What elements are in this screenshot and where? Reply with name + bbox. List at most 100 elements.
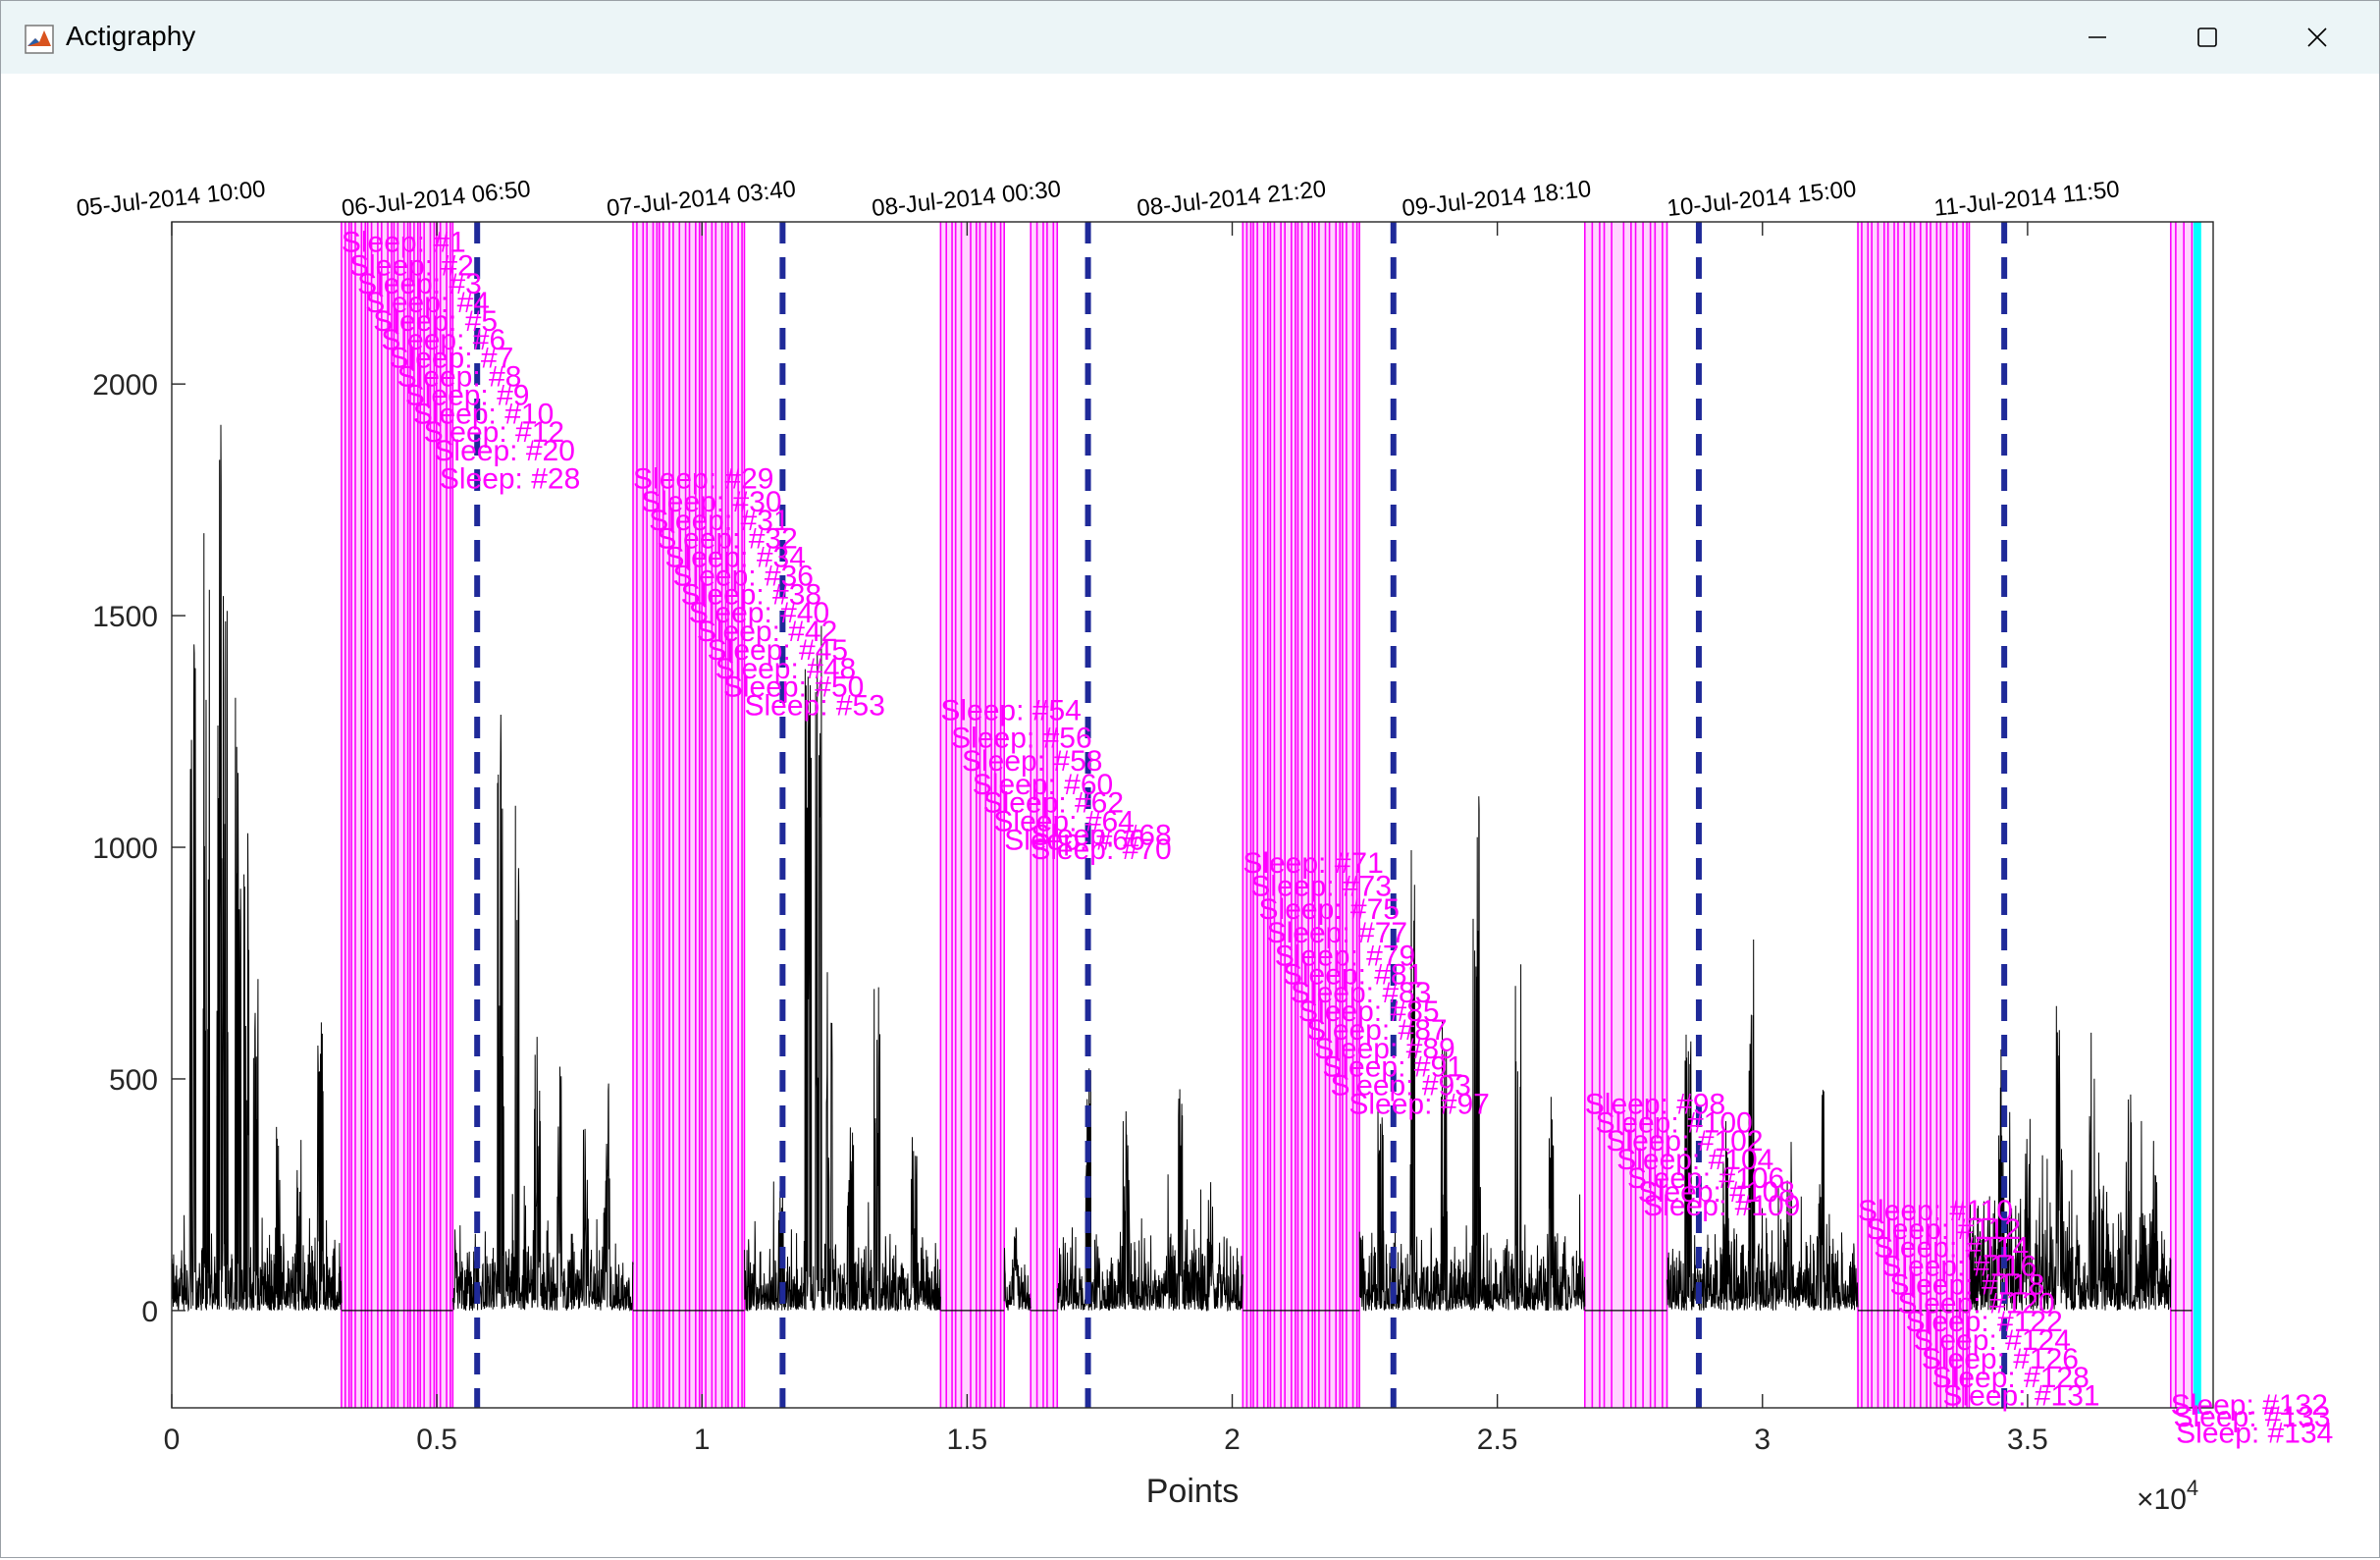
sleep-label-44: Sleep: #89 xyxy=(1314,1033,1454,1065)
sleep-label-51: Sleep: #104 xyxy=(1616,1144,1773,1176)
x-exponent-power: 4 xyxy=(2187,1476,2198,1500)
sleep-label-18: Sleep: #36 xyxy=(673,560,814,592)
y-tick-label-1: 500 xyxy=(109,1064,158,1097)
sleep-label-20: Sleep: #40 xyxy=(689,597,829,629)
sleep-label-34: Sleep: #70 xyxy=(1031,834,1171,866)
sleep-label-35: Sleep: #71 xyxy=(1243,847,1383,880)
sleep-label-53: Sleep: #108 xyxy=(1638,1176,1795,1209)
x-tick-label-7: 3.5 xyxy=(2007,1424,2048,1456)
sleep-label-49: Sleep: #100 xyxy=(1596,1106,1753,1139)
x-axis-exponent: ×104 xyxy=(2137,1476,2198,1516)
sleep-label-66: Sleep: #132 xyxy=(2171,1389,2328,1422)
y-tick-label-3: 1500 xyxy=(92,601,158,633)
sleep-label-15: Sleep: #31 xyxy=(649,505,789,537)
activity-segment-3 xyxy=(1003,1227,1031,1311)
sleep-label-41: Sleep: #83 xyxy=(1291,977,1431,1009)
sleep-label-13: Sleep: #29 xyxy=(633,462,773,495)
sleep-label-60: Sleep: #120 xyxy=(1898,1287,2055,1319)
sleep-label-7: Sleep: #8 xyxy=(397,361,522,394)
x-tick-label-3: 1.5 xyxy=(947,1424,988,1456)
sleep-block-2 xyxy=(940,222,1005,1408)
sleep-label-11: Sleep: #20 xyxy=(434,435,574,467)
sleep-label-42: Sleep: #85 xyxy=(1298,995,1439,1028)
sleep-label-19: Sleep: #38 xyxy=(681,578,821,611)
sleep-label-14: Sleep: #30 xyxy=(641,486,781,518)
sleep-label-10: Sleep: #12 xyxy=(424,416,564,449)
sleep-label-62: Sleep: #124 xyxy=(1914,1324,2071,1357)
sleep-label-9: Sleep: #10 xyxy=(413,398,554,430)
sleep-label-38: Sleep: #77 xyxy=(1267,917,1407,949)
sleep-label-54: Sleep: #109 xyxy=(1643,1190,1800,1222)
top-tick-label-4: 08-Jul-2014 21:20 xyxy=(1136,176,1327,222)
sleep-label-23: Sleep: #48 xyxy=(715,653,856,685)
sleep-label-2: Sleep: #3 xyxy=(357,268,482,300)
sleep-label-33: Sleep: #68 xyxy=(1031,820,1171,852)
top-tick-label-7: 11-Jul-2014 11:50 xyxy=(1932,176,2121,222)
x-exponent-base: ×10 xyxy=(2137,1483,2187,1516)
sleep-label-36: Sleep: #73 xyxy=(1250,871,1391,903)
sleep-label-61: Sleep: #122 xyxy=(1906,1306,2063,1338)
end-marker xyxy=(2193,222,2201,1414)
activity-segment-7 xyxy=(1969,1005,2172,1312)
sleep-label-29: Sleep: #60 xyxy=(973,769,1113,801)
sleep-label-65: Sleep: #131 xyxy=(1942,1380,2099,1413)
sleep-label-37: Sleep: #75 xyxy=(1259,893,1400,926)
sleep-label-64: Sleep: #128 xyxy=(1932,1362,2089,1394)
sleep-label-45: Sleep: #91 xyxy=(1322,1051,1462,1084)
y-tick-label-0: 0 xyxy=(141,1296,158,1328)
sleep-label-17: Sleep: #34 xyxy=(664,542,805,574)
close-button[interactable] xyxy=(2262,1,2372,74)
title-bar[interactable]: Actigraphy xyxy=(1,1,2379,74)
sleep-label-67: Sleep: #133 xyxy=(2173,1401,2330,1433)
sleep-label-57: Sleep: #114 xyxy=(1874,1232,2029,1264)
activity-segment-1 xyxy=(451,714,634,1312)
x-tick-label-4: 2 xyxy=(1224,1424,1241,1456)
sleep-label-25: Sleep: #53 xyxy=(744,690,884,723)
sleep-block-7 xyxy=(2170,222,2193,1408)
top-tick-label-3: 08-Jul-2014 00:30 xyxy=(871,176,1062,222)
sleep-label-16: Sleep: #32 xyxy=(657,523,797,556)
maximize-icon xyxy=(2197,27,2217,47)
window-title: Actigraphy xyxy=(66,21,196,51)
top-tick-label-0: 05-Jul-2014 10:00 xyxy=(76,176,267,222)
sleep-label-58: Sleep: #116 xyxy=(1881,1251,2036,1283)
activity-segment-5 xyxy=(1358,796,1586,1313)
activity-signal xyxy=(171,424,2193,1313)
x-tick-label-2: 1 xyxy=(694,1424,711,1456)
sleep-label-24: Sleep: #50 xyxy=(723,672,864,704)
sleep-label-55: Sleep: #110 xyxy=(1858,1195,2013,1227)
sleep-label-22: Sleep: #45 xyxy=(708,634,848,667)
x-tick-label-1: 0.5 xyxy=(416,1424,457,1456)
axes-box xyxy=(171,221,2214,1409)
close-icon xyxy=(2307,27,2327,47)
sleep-label-40: Sleep: #81 xyxy=(1283,958,1423,991)
sleep-label-12: Sleep: #28 xyxy=(440,462,580,495)
sleep-label-48: Sleep: #98 xyxy=(1585,1088,1725,1120)
actigraphy-chart[interactable]: 0 0.5 1 1.5 2 2.5 3 3.5 0 500 1000 1500 2000 05-Jul-2… xyxy=(5,74,2375,1555)
sleep-label-1: Sleep: #2 xyxy=(349,249,474,282)
top-tick-label-5: 09-Jul-2014 18:10 xyxy=(1401,176,1592,222)
sleep-label-28: Sleep: #58 xyxy=(962,745,1102,778)
sleep-label-43: Sleep: #87 xyxy=(1306,1014,1447,1047)
sleep-label-6: Sleep: #7 xyxy=(390,343,514,375)
sleep-label-4: Sleep: #5 xyxy=(373,305,498,338)
sleep-label-8: Sleep: #9 xyxy=(405,379,530,411)
sleep-label-26: Sleep: #54 xyxy=(940,694,1081,726)
sleep-label-32: Sleep: #66 xyxy=(1004,824,1144,856)
sleep-label-50: Sleep: #102 xyxy=(1606,1125,1763,1157)
maximize-button[interactable] xyxy=(2152,1,2262,74)
day-boundaries xyxy=(474,222,2008,1408)
sleep-label-30: Sleep: #62 xyxy=(983,787,1124,820)
y-tick-label-2: 1000 xyxy=(92,833,158,865)
sleep-label-27: Sleep: #56 xyxy=(951,723,1091,755)
activity-segment-0 xyxy=(171,424,343,1313)
top-tick-label-2: 07-Jul-2014 03:40 xyxy=(606,176,797,222)
x-tick-label-6: 3 xyxy=(1754,1424,1771,1456)
minimize-button[interactable] xyxy=(2042,1,2152,74)
x-tick-label-0: 0 xyxy=(164,1424,181,1456)
top-tick-label-6: 10-Jul-2014 15:00 xyxy=(1666,176,1857,222)
sleep-label-39: Sleep: #79 xyxy=(1275,940,1415,972)
matlab-icon xyxy=(25,25,54,54)
sleep-label-0: Sleep: #1 xyxy=(342,227,466,259)
